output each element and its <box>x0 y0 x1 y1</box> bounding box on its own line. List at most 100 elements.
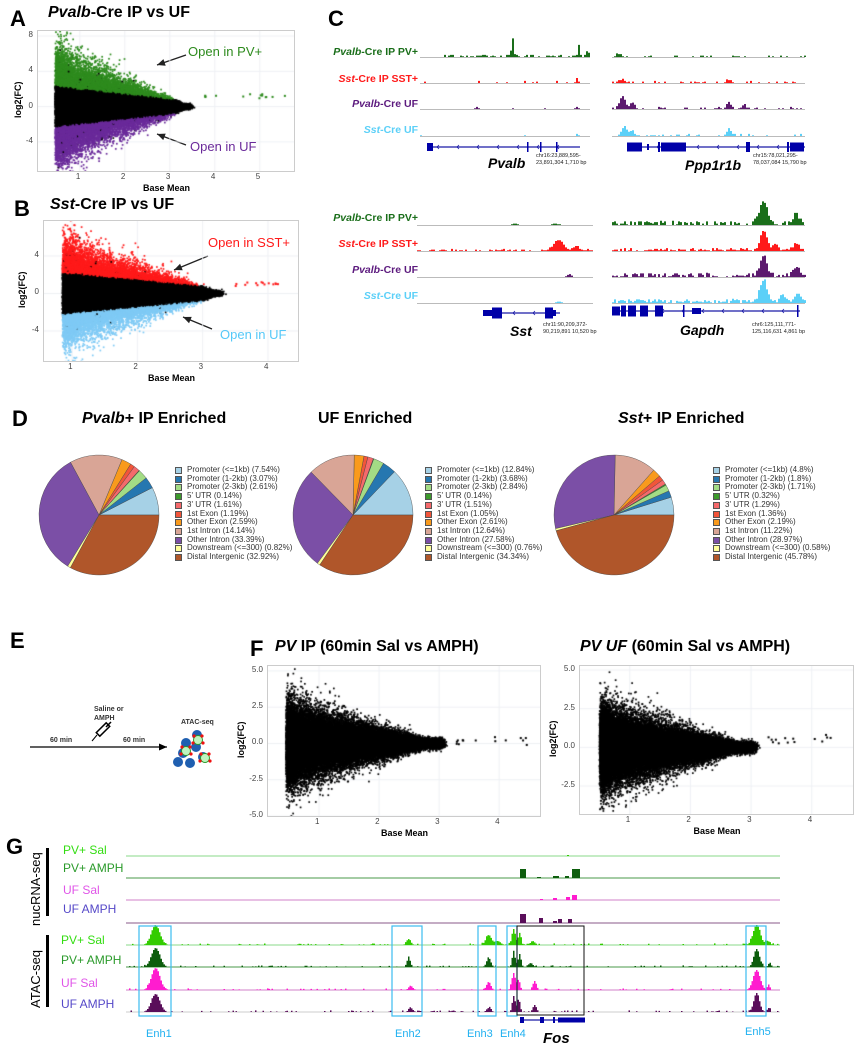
legend-swatch <box>175 475 182 483</box>
panel-label-C: C <box>328 6 344 31</box>
gene-pvalb-exon <box>556 142 558 152</box>
nuc-signal-bar <box>553 876 559 878</box>
track-label-text: -Cre IP PV+ <box>361 212 418 224</box>
legend-label: Distal Intergenic (45.78%) <box>725 552 818 561</box>
transposase-icon <box>207 752 211 756</box>
transposase-icon <box>200 734 204 738</box>
legend-swatch <box>175 493 182 501</box>
enhancer-box <box>391 925 423 1017</box>
tagmented-nucleus-icon <box>200 753 210 763</box>
enhancer-box <box>477 925 497 1017</box>
legend-label: Promoter (2-3kb) (1.71%) <box>725 482 816 492</box>
annotation-open-in-pv: Open in PV+ <box>188 44 263 59</box>
y-axis-label: log2(FC) <box>17 271 27 309</box>
x-tick-label: 2 <box>375 817 380 826</box>
nucleus-icon <box>181 738 191 748</box>
legend-swatch <box>713 484 720 492</box>
x-tick-label: 3 <box>165 172 171 181</box>
panel-a-title-text: -Cre IP vs UF <box>90 4 190 21</box>
transposase-icon <box>201 741 205 745</box>
legend-label: 3' UTR (1.61%) <box>187 499 242 509</box>
timeline-arrow-head <box>159 743 167 751</box>
legend-swatch <box>425 501 432 509</box>
track-label: Sst-Cre IP SST+ <box>339 73 418 85</box>
x-tick-label: 4 <box>263 362 269 371</box>
coord-line: chr6:125,111,771- <box>752 322 796 328</box>
track-ppp1r1b-sstuf <box>618 126 802 136</box>
track-label-text: -Cre UF <box>380 290 418 302</box>
transposase-icon <box>179 752 183 756</box>
track-label: UF Sal <box>63 883 100 897</box>
gene-sst-strand <box>532 310 536 316</box>
fos-gene-exon <box>520 1017 524 1023</box>
gene-sst-exon <box>492 307 502 319</box>
transposase-icon <box>199 752 203 756</box>
y-tick-label: 5.0 <box>563 664 575 674</box>
track-ppp1r1b-sst <box>612 78 796 83</box>
fos-gene-exon <box>553 1017 555 1023</box>
legend-swatch <box>175 554 182 561</box>
legend-swatch <box>713 510 720 518</box>
track-label-text: -Cre UF <box>380 124 418 136</box>
y-axis-label: log2(FC) <box>236 721 246 759</box>
transposase-icon <box>198 759 202 763</box>
panel-f-left-title: PV IP (60min Sal vs AMPH) <box>275 638 479 656</box>
ma-plot-F2 <box>579 665 854 815</box>
enhancer-label: Enh5 <box>745 1026 771 1038</box>
panel-f-left-title-text: IP (60min Sal vs AMPH) <box>296 638 479 655</box>
legend-swatch <box>425 493 432 501</box>
track-label: UF AMPH <box>63 902 117 916</box>
legend-label: Promoter (1-2kb) (1.8%) <box>725 473 812 483</box>
time-label-1: 60 min <box>50 737 73 744</box>
y-tick-label: 0.0 <box>251 737 263 747</box>
legend-swatch <box>425 510 432 518</box>
group-bracket <box>46 935 49 1007</box>
y-tick-label: 2.5 <box>563 702 575 712</box>
nuc-signal-bar <box>572 895 577 900</box>
pie-title-text: + IP Enriched <box>124 410 227 427</box>
legend-swatch <box>713 527 720 535</box>
nuc-signal-bar <box>553 898 557 900</box>
legend-swatch <box>713 519 720 527</box>
atac-signal-track <box>130 993 779 1012</box>
gene-gapdh-exon <box>621 305 626 317</box>
track-label: Pvalb-Cre UF <box>352 98 418 110</box>
legend-swatch <box>425 484 432 492</box>
gene-ppp1r1b-strand <box>716 144 720 150</box>
legend-label: Other Intron (27.58%) <box>437 534 515 544</box>
group-label-atac: ATAC-seq <box>28 949 43 1008</box>
panel-b-title-italic: Sst <box>50 196 75 213</box>
legend-label: Other Exon (2.61%) <box>437 517 508 527</box>
gene-name: Ppp1r1b <box>685 157 742 173</box>
panel-label-F: F <box>250 636 264 661</box>
track-label: PV+ Sal <box>63 843 107 857</box>
pie-title-italic: Sst <box>618 410 643 427</box>
nuc-signal-bar <box>572 869 580 878</box>
track-label-italic: Sst <box>338 238 355 250</box>
gene-ppp1r1b-exon <box>661 142 686 152</box>
gene-gapdh-exon <box>797 305 799 317</box>
legend-label: 1st Intron (11.22%) <box>725 525 793 535</box>
legend-swatch <box>175 484 182 492</box>
panel-a-title: Pvalb-Cre IP vs UF <box>48 4 190 22</box>
gene-gapdh-strand <box>741 308 745 314</box>
legend-swatch <box>425 554 432 561</box>
y-tick-label: -4 <box>31 324 39 334</box>
track-label-italic: Sst <box>363 290 381 302</box>
enhancer-box <box>745 925 767 1017</box>
track-label-italic: Sst <box>338 73 355 85</box>
x-tick-label: 4 <box>210 172 216 181</box>
gene-coordinates: chr11:90,209,372- 90,219,891 10,520 bp <box>543 322 597 335</box>
enhancer-label: Enh1 <box>146 1028 172 1040</box>
fos-gene-box <box>516 925 585 1016</box>
assay-label: ATAC-seq <box>181 719 214 726</box>
transposase-icon <box>180 745 184 749</box>
nuc-signal-bar <box>565 876 569 878</box>
nuc-signal-bar <box>558 919 562 923</box>
track-label: PV+ AMPH <box>63 861 124 875</box>
x-axis-label: Base Mean <box>381 828 429 838</box>
track-label: UF AMPH <box>61 997 115 1011</box>
x-axis-label: Base Mean <box>693 826 741 836</box>
gene-name: Pvalb <box>488 155 526 171</box>
